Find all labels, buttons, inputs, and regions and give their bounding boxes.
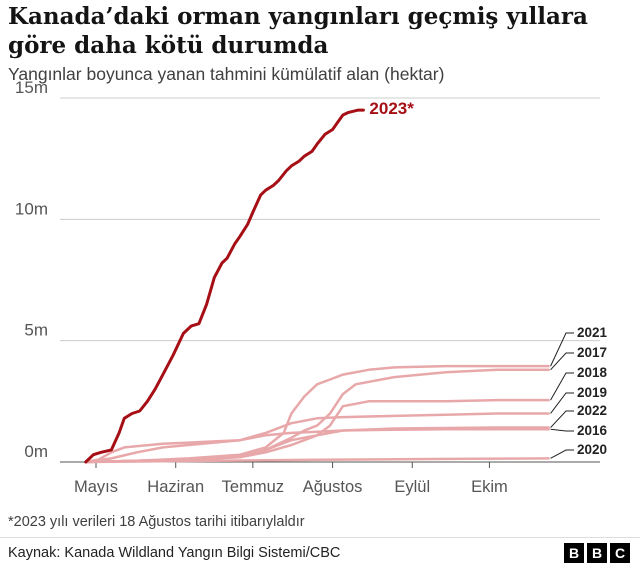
series-label-2016: 2016 (577, 423, 608, 438)
footnote: *2023 yılı verileri 18 Ağustos tarihi it… (8, 514, 305, 530)
y-tick-label: 10m (15, 199, 48, 218)
footer-divider (0, 537, 640, 538)
label-leader-line (550, 410, 574, 428)
series-line-2021 (84, 364, 550, 464)
label-leader-line (550, 428, 574, 432)
y-tick-label: 15m (15, 78, 48, 97)
x-tick-label: Temmuz (222, 478, 284, 496)
x-tick-label: Ekim (471, 478, 508, 496)
series-label-layer: 2023* 2021 2017 2018 2019 2022 2016 2020 (369, 99, 608, 459)
logo-letter: C (610, 543, 630, 563)
label-leader-line (550, 449, 574, 459)
label-leader-line (550, 372, 574, 401)
label-leader-line (550, 352, 574, 371)
x-tick-label: Eylül (394, 478, 430, 496)
bbc-logo: B B C (564, 543, 630, 563)
logo-letter: B (587, 543, 607, 563)
series-label-2019: 2019 (577, 385, 607, 400)
tick-label-layer: 0m 5m 10m 15m Mayıs Haziran Temmuz Ağustos Eylül… (15, 78, 508, 496)
series-label-2023: 2023* (369, 99, 414, 118)
x-tick-label: Haziran (147, 478, 204, 496)
x-tick-label: Mayıs (74, 478, 118, 496)
y-tick-label: 0m (24, 442, 48, 461)
label-leader-line (550, 332, 574, 367)
logo-letter: B (564, 543, 584, 563)
line-chart: 0m 5m 10m 15m Mayıs Haziran Temmuz Ağustos Eylül… (15, 78, 608, 496)
series-line-2020 (84, 457, 550, 464)
series-label-2017: 2017 (577, 345, 607, 360)
series-label-2022: 2022 (577, 403, 607, 418)
grid-layer (60, 97, 600, 468)
series-label-2021: 2021 (577, 325, 608, 340)
chart-subtitle: Yangınlar boyunca yanan tahmini kümülati… (8, 64, 445, 84)
source-text: Kaynak: Kanada Wildland Yangın Bilgi Sis… (8, 545, 341, 561)
series-line-2016 (84, 427, 550, 464)
label-leader-line (550, 392, 574, 414)
series-layer (84, 108, 550, 464)
series-label-2018: 2018 (577, 365, 608, 380)
series-label-2020: 2020 (577, 442, 607, 457)
x-tick-label: Ağustos (303, 478, 363, 496)
y-tick-label: 5m (24, 321, 48, 340)
chart-title: Kanada’daki orman yangınları geçmiş yıll… (8, 3, 588, 59)
series-line-2019 (84, 412, 550, 464)
series-line-2023 (84, 108, 365, 464)
